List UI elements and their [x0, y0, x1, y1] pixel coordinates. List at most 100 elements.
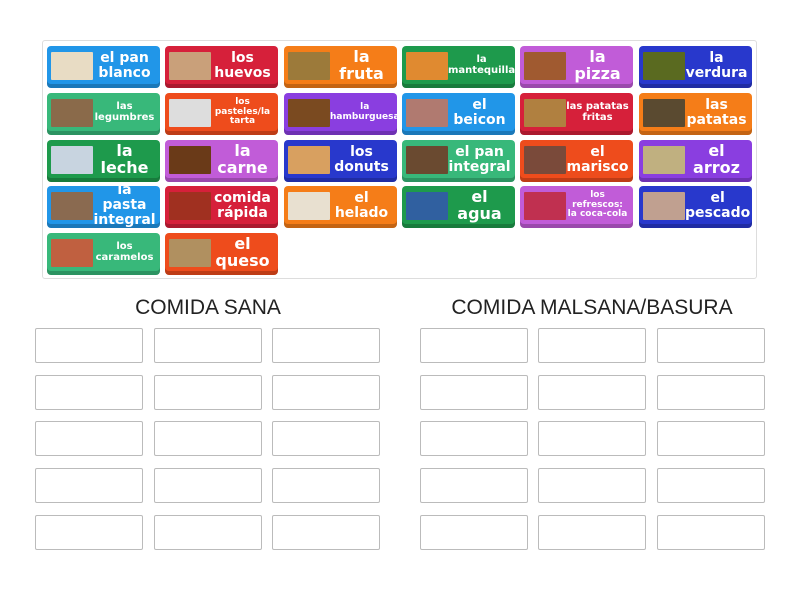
tile-los-huevos[interactable]: los huevos	[165, 46, 278, 88]
tile-label: la fruta	[339, 46, 384, 83]
bread-icon	[51, 51, 93, 80]
tile-label: la carne	[217, 140, 268, 177]
tile-los-caramelos[interactable]: los caramelos	[47, 233, 160, 275]
pasta-icon	[51, 191, 93, 220]
drop-slot-healthy[interactable]	[272, 515, 380, 550]
tile-el-queso[interactable]: el queso	[165, 233, 278, 275]
drop-slot-unhealthy[interactable]	[420, 375, 528, 410]
eggs-icon	[169, 51, 211, 80]
drop-slot-unhealthy[interactable]	[420, 421, 528, 456]
drop-slot-unhealthy[interactable]	[657, 421, 765, 456]
tile-los-pasteles-la-tarta[interactable]: los pasteles/la tarta	[165, 93, 278, 135]
tile-el-agua[interactable]: el agua	[402, 186, 515, 228]
fastfood-icon	[169, 191, 211, 220]
rice-icon	[643, 145, 685, 174]
pizza-icon	[524, 51, 566, 80]
drop-slot-healthy[interactable]	[154, 328, 262, 363]
drop-slot-healthy[interactable]	[272, 375, 380, 410]
milk-icon	[51, 145, 93, 174]
drop-slot-unhealthy[interactable]	[538, 468, 646, 503]
tile-el-pescado[interactable]: el pescado	[639, 186, 752, 228]
tile-la-verdura[interactable]: la verdura	[639, 46, 752, 88]
seafood-icon	[524, 145, 566, 174]
tile-label: los donuts	[334, 143, 389, 175]
tile-label: el marisco	[566, 143, 629, 175]
tile-la-pizza[interactable]: la pizza	[520, 46, 633, 88]
tile-label: la verdura	[685, 49, 748, 81]
drop-slot-unhealthy[interactable]	[420, 328, 528, 363]
tile-las-patatas-fritas[interactable]: las patatas fritas	[520, 93, 633, 135]
tile-label: las patatas fritas	[566, 101, 629, 123]
tile-label: la mantequilla	[448, 54, 516, 76]
drop-slot-healthy[interactable]	[35, 421, 143, 456]
tile-el-marisco[interactable]: el marisco	[520, 140, 633, 182]
tile-label: el beicon	[453, 96, 506, 128]
tile-label: el pescado	[685, 189, 751, 221]
soda-icon	[524, 191, 566, 220]
drop-slot-unhealthy[interactable]	[420, 515, 528, 550]
tile-los-refrescos-la-coca-cola[interactable]: los refrescos: la coca-cola	[520, 186, 633, 228]
drop-slot-healthy[interactable]	[154, 468, 262, 503]
tile-el-helado[interactable]: el helado	[284, 186, 397, 228]
tile-la-mantequilla[interactable]: la mantequilla	[402, 46, 515, 88]
drop-slot-healthy[interactable]	[154, 515, 262, 550]
bacon-icon	[406, 98, 448, 127]
drop-slot-healthy[interactable]	[272, 421, 380, 456]
group-title-healthy: COMIDA SANA	[135, 296, 281, 319]
tile-label: el agua	[457, 186, 502, 223]
burger-icon	[288, 98, 330, 127]
tile-la-pasta-integral[interactable]: la pasta integral	[47, 183, 160, 228]
tile-label: la hamburguesa	[330, 102, 400, 122]
tile-label: las patatas	[686, 96, 747, 128]
tile-label: el helado	[334, 189, 389, 221]
drop-slot-unhealthy[interactable]	[657, 375, 765, 410]
tile-label: la leche	[100, 140, 149, 177]
tile-label: el queso	[215, 233, 270, 270]
cheese-icon	[169, 238, 211, 267]
tile-label: comida rápida	[214, 189, 271, 221]
drop-slot-healthy[interactable]	[154, 375, 262, 410]
tile-la-hamburguesa[interactable]: la hamburguesa	[284, 93, 400, 135]
tile-el-pan-blanco[interactable]: el pan blanco	[47, 46, 160, 88]
water-icon	[406, 191, 448, 220]
drop-slot-healthy[interactable]	[154, 421, 262, 456]
tile-el-beicon[interactable]: el beicon	[402, 93, 515, 135]
potatoes-icon	[643, 98, 685, 127]
tile-la-leche[interactable]: la leche	[47, 140, 160, 182]
cake-icon	[169, 98, 211, 127]
tile-label: las legumbres	[94, 101, 155, 123]
tile-los-donuts[interactable]: los donuts	[284, 140, 397, 182]
tile-el-pan-integral[interactable]: el pan integral	[402, 140, 515, 182]
drop-slot-healthy[interactable]	[272, 468, 380, 503]
group-title-unhealthy: COMIDA MALSANA/BASURA	[451, 296, 733, 319]
drop-slot-unhealthy[interactable]	[538, 515, 646, 550]
icecream-icon	[288, 191, 330, 220]
tile-label: la pizza	[574, 46, 621, 83]
drop-slot-unhealthy[interactable]	[538, 328, 646, 363]
candy-icon	[51, 238, 93, 267]
donuts-icon	[288, 145, 330, 174]
drop-slot-healthy[interactable]	[35, 375, 143, 410]
drop-slot-unhealthy[interactable]	[538, 421, 646, 456]
tile-label: los refrescos: la coca-cola	[567, 190, 628, 220]
tile-el-arroz[interactable]: el arroz	[639, 140, 752, 182]
drop-slot-healthy[interactable]	[35, 328, 143, 363]
fish-icon	[643, 191, 685, 220]
tile-la-carne[interactable]: la carne	[165, 140, 278, 182]
drop-slot-unhealthy[interactable]	[420, 468, 528, 503]
vegetables-icon	[643, 51, 685, 80]
drop-slot-unhealthy[interactable]	[657, 328, 765, 363]
drop-slot-unhealthy[interactable]	[538, 375, 646, 410]
tile-label: el arroz	[693, 140, 740, 177]
drop-slot-unhealthy[interactable]	[657, 515, 765, 550]
tile-las-legumbres[interactable]: las legumbres	[47, 93, 160, 135]
drop-slot-unhealthy[interactable]	[657, 468, 765, 503]
drop-slot-healthy[interactable]	[35, 468, 143, 503]
tile-la-fruta[interactable]: la fruta	[284, 46, 397, 88]
drop-slot-healthy[interactable]	[35, 515, 143, 550]
butter-icon	[406, 51, 448, 80]
meat-icon	[169, 145, 211, 174]
tile-las-patatas[interactable]: las patatas	[639, 93, 752, 135]
tile-comida-rápida[interactable]: comida rápida	[165, 186, 278, 228]
drop-slot-healthy[interactable]	[272, 328, 380, 363]
